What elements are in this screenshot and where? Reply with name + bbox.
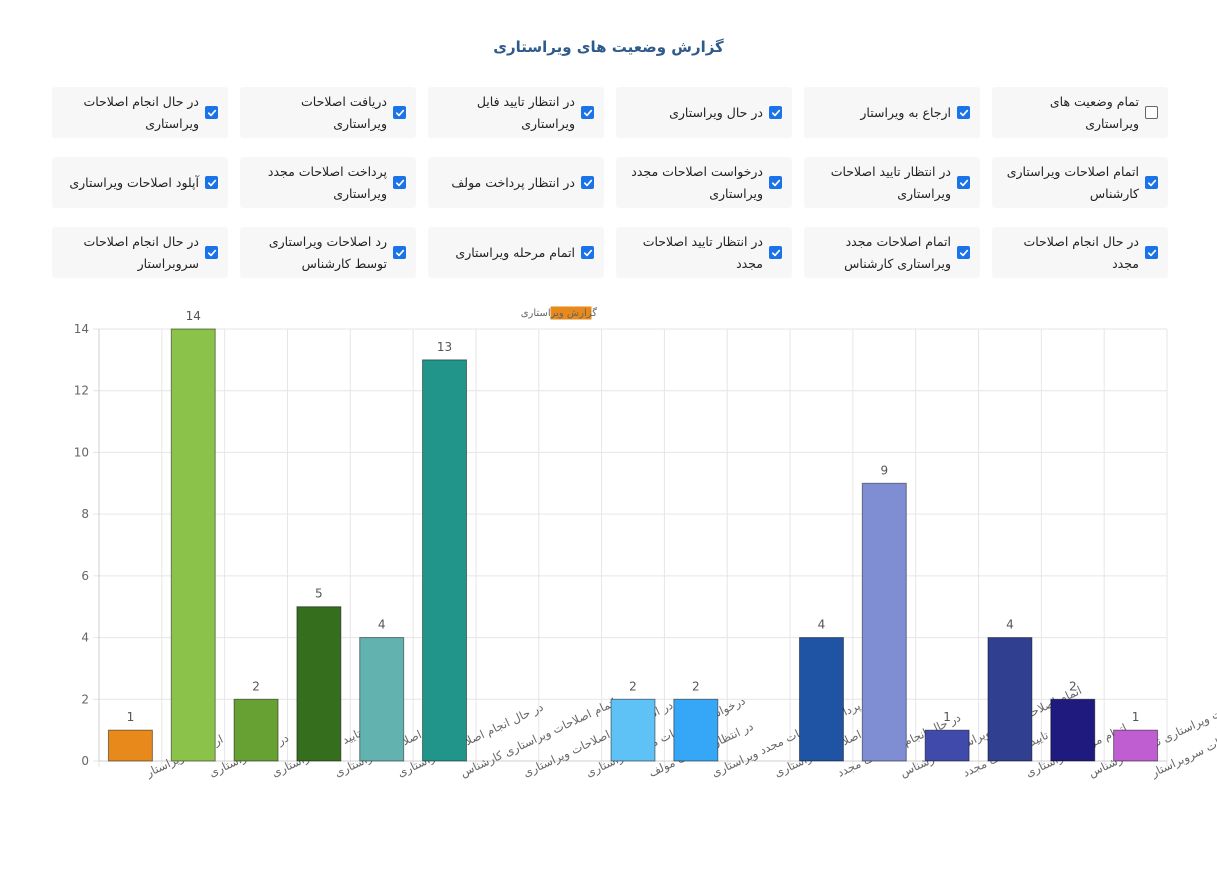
status-filter-label: ارجاع به ویراستار xyxy=(860,104,951,120)
y-tick-label: 4 xyxy=(81,631,89,645)
status-filter-label: در حال انجام اصلاحات مجدد xyxy=(1023,233,1139,271)
status-checkbox[interactable] xyxy=(581,176,594,189)
y-tick-label: 12 xyxy=(74,384,89,398)
y-tick-label: 8 xyxy=(81,507,89,521)
status-filter-label: اتمام اصلاحات ویراستاری کارشناس xyxy=(1006,163,1139,201)
status-filter-label: در انتظار پرداخت مولف xyxy=(451,174,575,190)
status-filter-label: پرداخت اصلاحات مجدد ویراستاری xyxy=(267,163,387,201)
status-checkbox[interactable] xyxy=(769,106,782,119)
bar-value-label: 1 xyxy=(127,710,135,724)
y-tick-label: 0 xyxy=(81,754,89,768)
bar-value-label: 14 xyxy=(186,309,201,323)
status-filter-item[interactable]: پرداخت اصلاحات مجدد ویراستاری xyxy=(240,157,416,208)
y-tick-label: 10 xyxy=(74,445,89,459)
status-filter-item[interactable]: در انتظار تایید اصلاحات مجدد xyxy=(616,227,792,278)
status-filter-item[interactable]: در حال انجام اصلاحات مجدد xyxy=(992,227,1168,278)
bar xyxy=(1050,698,1096,762)
bar-value-label: 1 xyxy=(1132,710,1140,724)
status-filter-item[interactable]: اتمام مرحله ویراستاری xyxy=(428,227,604,278)
y-tick-label: 6 xyxy=(81,569,89,583)
status-filter-item[interactable]: در حال انجام اصلاحات سروبراستار xyxy=(52,227,228,278)
status-filter-label: دریافت اصلاحات ویراستاری xyxy=(301,93,387,131)
status-filter-item[interactable]: اتمام اصلاحات ویراستاری کارشناس xyxy=(992,157,1168,208)
status-filter-item[interactable]: دریافت اصلاحات ویراستاری xyxy=(240,87,416,138)
status-filter-label: اتمام مرحله ویراستاری xyxy=(455,244,575,260)
status-filter-label: آپلود اصلاحات ویراستاری xyxy=(69,174,199,190)
status-filter-item[interactable]: اتمام اصلاحات مجدد ویراستاری کارشناس xyxy=(804,227,980,278)
status-filter-label: در حال ویراستاری xyxy=(669,104,763,120)
status-filter-label: در انتظار تایید اصلاحات مجدد xyxy=(642,233,763,271)
bar xyxy=(422,359,468,762)
bar-value-label: 1 xyxy=(943,710,951,724)
status-checkbox[interactable] xyxy=(393,176,406,189)
status-filter-label: در انتظار تایید فایل ویراستاری xyxy=(476,93,575,131)
status-checkbox[interactable] xyxy=(1145,106,1158,119)
status-filter-item[interactable]: رد اصلاحات ویراستاری توسط کارشناس xyxy=(240,227,416,278)
status-filter-item[interactable]: در انتظار پرداخت مولف xyxy=(428,157,604,208)
bar-value-label: 4 xyxy=(378,618,386,632)
y-tick-label: 2 xyxy=(81,692,89,706)
status-checkbox[interactable] xyxy=(393,106,406,119)
bar xyxy=(170,328,216,762)
bar xyxy=(107,729,153,762)
bar-value-label: 9 xyxy=(880,463,888,477)
bar xyxy=(610,698,656,762)
bar xyxy=(673,698,719,762)
status-filter-item[interactable]: در انتظار تایید فایل ویراستاری xyxy=(428,87,604,138)
bar-value-label: 2 xyxy=(252,679,260,693)
legend-swatch xyxy=(550,306,592,320)
status-filter-item[interactable]: در حال انجام اصلاحات ویراستاری xyxy=(52,87,228,138)
bar xyxy=(987,637,1033,762)
status-checkbox[interactable] xyxy=(581,106,594,119)
bar-value-label: 2 xyxy=(692,679,700,693)
bar xyxy=(798,637,844,762)
status-filter-item[interactable]: تمام وضعیت های ویراستاری xyxy=(992,87,1168,138)
status-checkbox[interactable] xyxy=(957,176,970,189)
status-checkbox[interactable] xyxy=(1145,246,1158,259)
bar-value-label: 5 xyxy=(315,587,323,601)
bar xyxy=(359,637,405,762)
status-filter-item[interactable]: آپلود اصلاحات ویراستاری xyxy=(52,157,228,208)
status-checkbox[interactable] xyxy=(205,106,218,119)
status-filter-item[interactable]: درخواست اصلاحات مجدد ویراستاری xyxy=(616,157,792,208)
status-filter-item[interactable]: در انتظار تایید اصلاحات ویراستاری xyxy=(804,157,980,208)
bar xyxy=(1113,729,1159,762)
status-checkbox[interactable] xyxy=(957,246,970,259)
status-filter-label: تمام وضعیت های ویراستاری xyxy=(1049,93,1139,131)
bar-value-label: 4 xyxy=(1006,618,1014,632)
bar-value-label: 2 xyxy=(1069,679,1077,693)
status-checkbox[interactable] xyxy=(769,176,782,189)
legend-label: گزارش ویراستاری xyxy=(521,307,598,319)
status-filter-label: در حال انجام اصلاحات ویراستاری xyxy=(83,93,199,131)
status-filter-item[interactable]: ارجاع به ویراستار xyxy=(804,87,980,138)
bar-value-label: 13 xyxy=(437,340,452,354)
status-filter-grid: تمام وضعیت های ویراستاری ارجاع به ویراستا… xyxy=(52,87,1168,278)
bar-chart: گزارش ویراستاری024681012141ارجاع به ویرا… xyxy=(74,306,1217,781)
y-tick-label: 14 xyxy=(74,322,89,336)
bar-value-label: 4 xyxy=(818,618,826,632)
status-checkbox[interactable] xyxy=(581,246,594,259)
status-checkbox[interactable] xyxy=(1145,176,1158,189)
status-checkbox[interactable] xyxy=(205,176,218,189)
status-filter-label: در انتظار تایید اصلاحات ویراستاری xyxy=(830,163,951,201)
status-checkbox[interactable] xyxy=(769,246,782,259)
bar-value-label: 2 xyxy=(629,679,637,693)
status-checkbox[interactable] xyxy=(393,246,406,259)
bar xyxy=(296,606,342,762)
bar xyxy=(233,698,279,762)
status-filter-label: درخواست اصلاحات مجدد ویراستاری xyxy=(631,163,763,201)
status-filter-label: اتمام اصلاحات مجدد ویراستاری کارشناس xyxy=(844,233,951,271)
status-filter-label: در حال انجام اصلاحات سروبراستار xyxy=(83,233,199,271)
status-filter-item[interactable]: در حال ویراستاری xyxy=(616,87,792,138)
bar xyxy=(924,729,970,762)
status-checkbox[interactable] xyxy=(205,246,218,259)
status-checkbox[interactable] xyxy=(957,106,970,119)
page-title: گزارش وضعیت های ویراستاری xyxy=(493,38,724,56)
status-filter-label: رد اصلاحات ویراستاری توسط کارشناس xyxy=(268,233,387,271)
bar xyxy=(861,482,907,762)
